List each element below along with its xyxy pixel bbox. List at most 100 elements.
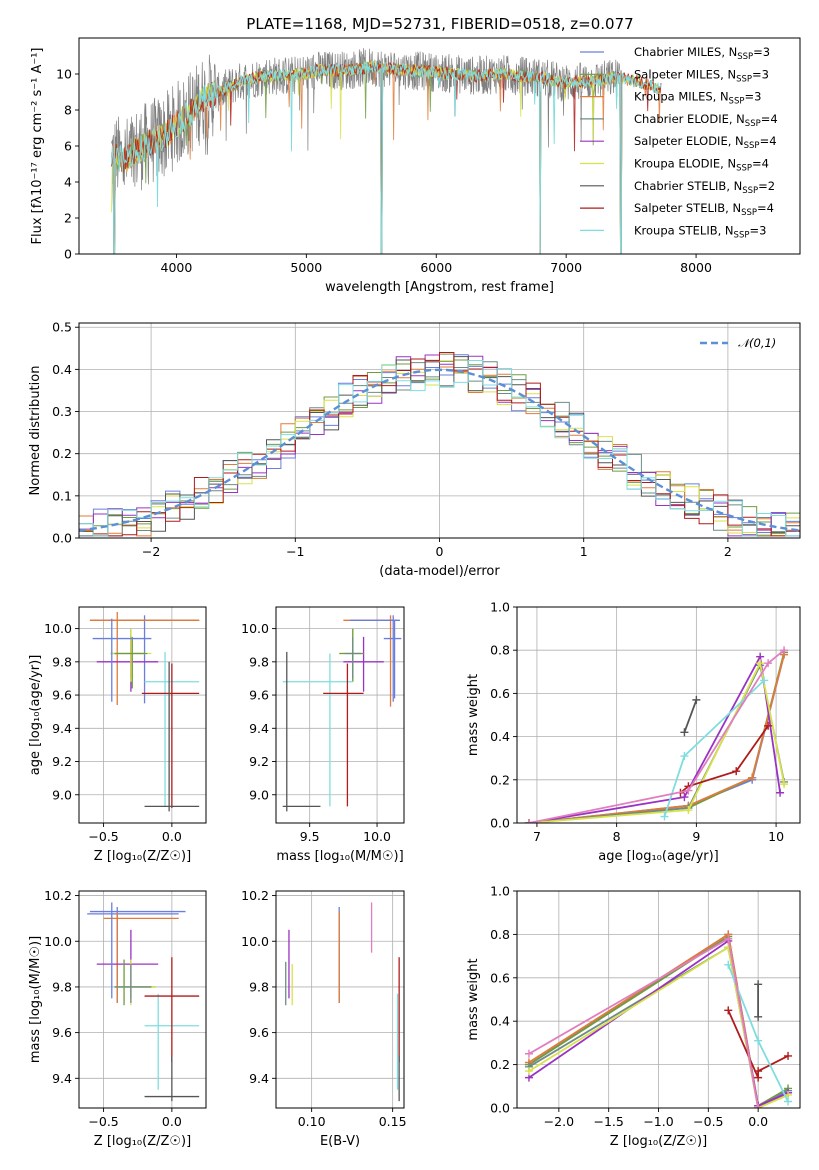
y-tick-label: 0.2	[52, 446, 72, 461]
y-tick-label: 9.6	[52, 1025, 72, 1040]
data-point-errorbar	[282, 653, 353, 807]
y-tick-label: 9.2	[249, 754, 269, 769]
weight-marker	[754, 1067, 763, 1076]
y-tick-label: 0.6	[490, 970, 510, 985]
weight-marker	[684, 786, 693, 795]
y-axis-label: age [log₁₀(age/yr)]	[28, 655, 43, 776]
weight-marker	[764, 721, 773, 730]
weight-marker	[692, 695, 701, 704]
y-tick-label: 0.3	[52, 404, 72, 419]
x-tick-label: 5000	[290, 260, 322, 275]
y-tick-label: 9.8	[52, 654, 72, 669]
weight-marker	[724, 943, 733, 952]
weight-marker	[780, 646, 789, 655]
weight-marker	[660, 812, 669, 821]
histogram-series	[79, 352, 800, 537]
y-axis-label: mass weight	[466, 958, 481, 1040]
y-tick-label: 9.4	[249, 721, 269, 736]
data-point-errorbar	[339, 628, 364, 682]
y-tick-label: 1.0	[490, 600, 510, 615]
weight-marker	[754, 1104, 763, 1108]
data-point-errorbar	[344, 636, 361, 679]
weight-series	[680, 695, 701, 737]
legend-entry-count: =3	[749, 223, 766, 237]
weight-series-line	[683, 699, 698, 733]
y-tick-label: 10.0	[241, 621, 269, 636]
weight-marker	[524, 819, 533, 823]
weight-marker	[760, 676, 769, 685]
weight-marker	[724, 1006, 733, 1015]
y-tick-label: 10.0	[44, 621, 72, 636]
weight-series	[524, 646, 789, 823]
plot-area	[87, 902, 200, 1102]
y-axis-label: Flux [fλ10⁻¹⁷ erg cm⁻² s⁻¹ A⁻¹]	[30, 48, 45, 245]
weight-marker	[680, 793, 689, 802]
weight-series	[524, 648, 789, 823]
weight-marker	[524, 1067, 533, 1076]
legend-entry-count: =3	[744, 90, 761, 104]
x-tick-label: 0.15	[379, 1114, 407, 1129]
weight-marker	[680, 728, 689, 737]
y-tick-label: 0.4	[490, 1014, 510, 1029]
data-point-errorbar	[96, 635, 159, 692]
panel-age-vs-z: −0.5 0.0 9.0 9.2 9.4 9.6 9.8 10.0 Z [log₁₀(Z/Z☉)…	[28, 606, 207, 864]
x-tick-label: −2.0	[544, 1114, 574, 1129]
panel-weight-vs-age: 7 8 9 10 0.0 0.2 0.4 0.6 0.8 1.0 age [log₁₀(age/yr…	[466, 600, 801, 864]
axes-frame	[78, 890, 207, 1109]
weight-marker	[780, 780, 789, 789]
x-axis-label: wavelength [Angstrom, rest frame]	[325, 280, 554, 295]
x-tick-label: 6000	[420, 260, 452, 275]
legend-entry-count: =4	[761, 112, 778, 126]
data-point-errorbar	[282, 651, 321, 812]
plot-area	[282, 615, 402, 812]
y-tick-label: 0.8	[490, 643, 510, 658]
data-point-errorbar	[103, 911, 179, 1003]
weight-marker	[724, 960, 733, 969]
y-tick-label: 0.5	[52, 320, 72, 335]
y-tick-label: 0.2	[490, 772, 510, 787]
y-tick-label: 9.4	[52, 721, 72, 736]
data-point-errorbar	[89, 611, 200, 706]
x-tick-label: 0.0	[162, 829, 182, 844]
x-axis-label: age [log₁₀(age/yr)]	[598, 849, 719, 864]
y-tick-label: 9.4	[52, 1071, 72, 1086]
histogram-series	[79, 356, 800, 537]
x-tick-label: −2	[142, 544, 160, 559]
data-point-errorbar	[350, 615, 400, 702]
x-tick-label: −1.0	[643, 1114, 673, 1129]
y-tick-label: 10.2	[44, 888, 72, 903]
data-point-errorbar	[343, 636, 384, 692]
plot-area	[79, 352, 800, 537]
y-tick-label: 10	[56, 67, 72, 82]
y-tick-label: 0.0	[490, 816, 510, 831]
legend-entry-subscript: SSP	[734, 230, 750, 240]
data-point-errorbar	[323, 663, 364, 807]
y-tick-label: 0	[64, 247, 72, 262]
weight-marker	[756, 659, 765, 668]
weight-marker	[724, 934, 733, 943]
weight-marker	[784, 1051, 793, 1060]
x-axis-label: (data-model)/error	[379, 564, 500, 579]
weight-marker	[764, 659, 773, 668]
plot-area	[285, 902, 400, 1102]
x-tick-label: 0	[436, 544, 444, 559]
x-axis-label: Z [log₁₀(Z/Z☉)]	[610, 1134, 707, 1149]
weight-series	[524, 934, 763, 1108]
weight-series	[754, 980, 763, 1021]
model-spectrum-line	[111, 60, 662, 254]
panel-weight-vs-z: −2.0 −1.5 −1.0 −0.5 0.0 0.0 0.2 0.4 0.6 0.8 1.0 Z […	[466, 884, 801, 1149]
legend-entry-name: Salpeter ELODIE, N	[634, 134, 744, 148]
legend-entry: Salpeter MILES, NSSP=3	[634, 67, 769, 84]
y-tick-label: 9.6	[52, 688, 72, 703]
legend-entry-subscript: SSP	[736, 164, 752, 174]
x-tick-label: −0.5	[88, 1114, 118, 1129]
legend-entry-name: Chabrier STELIB, N	[634, 179, 742, 193]
data-point-errorbar	[110, 628, 152, 682]
data-point-errorbar	[144, 957, 200, 1063]
y-tick-label: 1.0	[490, 884, 510, 899]
weight-series-line	[528, 662, 785, 823]
x-tick-label: 0.10	[298, 1114, 326, 1129]
plot-area	[111, 48, 662, 254]
y-tick-label: 8	[64, 103, 72, 118]
